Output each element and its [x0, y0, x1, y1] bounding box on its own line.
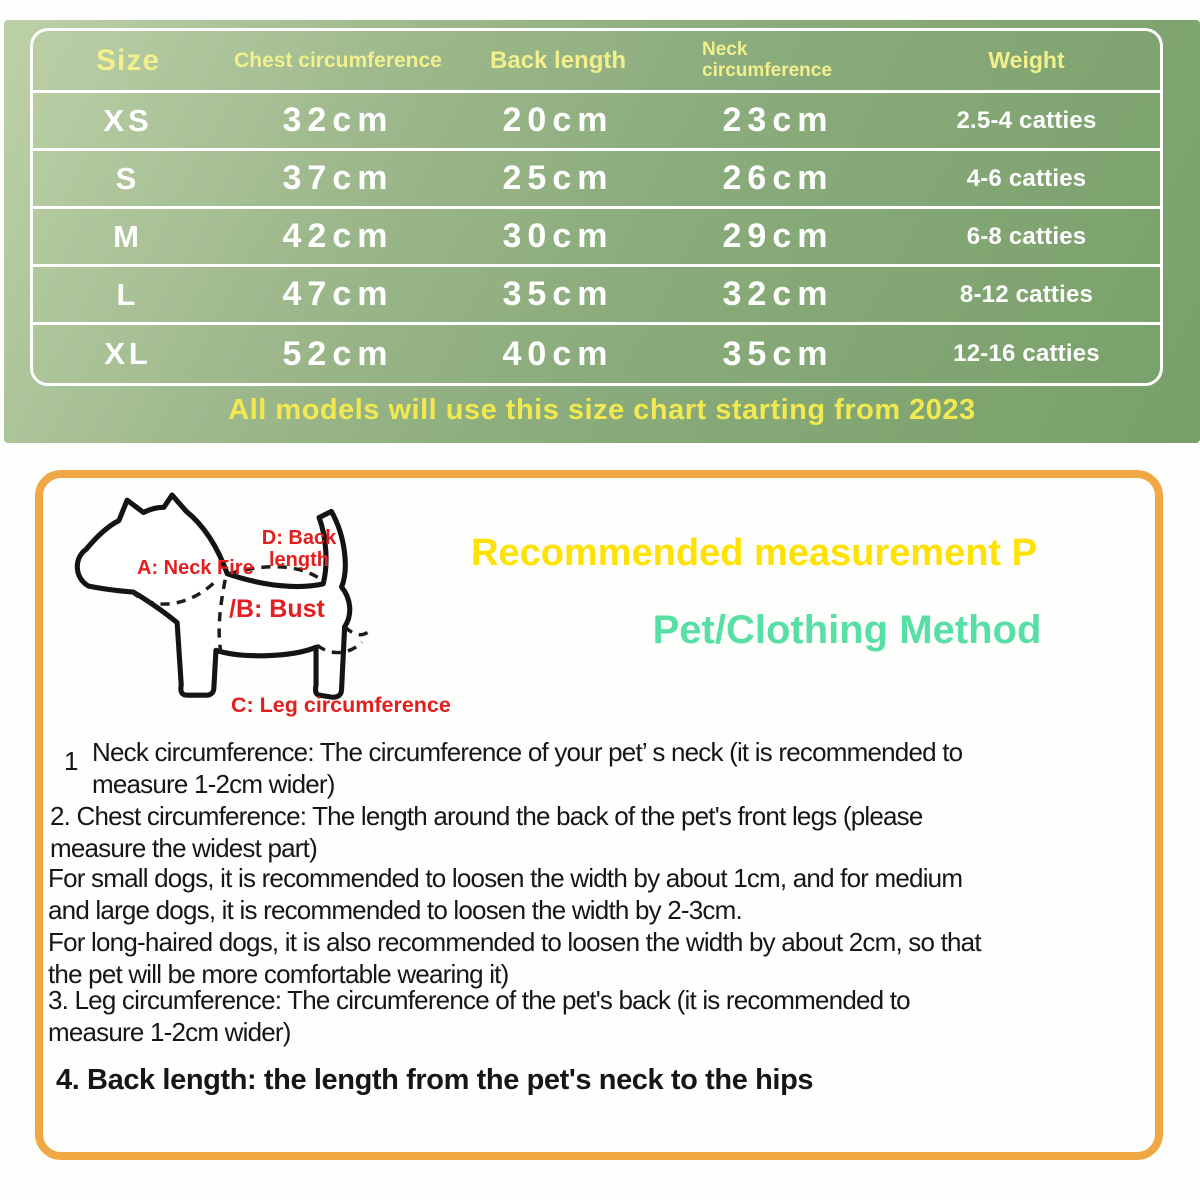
table-row: XS 32cm 20cm 23cm 2.5-4 catties	[33, 93, 1160, 151]
step-chest-circumference: 2. Chest circumference: The length aroun…	[50, 801, 923, 863]
cell-neck: 29cm	[722, 217, 834, 255]
header-size: Size	[95, 43, 161, 77]
cell-size: S	[115, 160, 141, 196]
cell-neck: 23cm	[722, 101, 834, 139]
cell-chest: 37cm	[282, 159, 394, 197]
cell-weight: 2.5-4 catties	[956, 106, 1097, 134]
cell-chest: 47cm	[282, 275, 394, 313]
step-loosen-advice: For small dogs, it is recommended to loo…	[48, 863, 982, 989]
header-weight: Weight	[988, 47, 1065, 73]
cell-weight: 12-16 catties	[953, 340, 1100, 367]
cell-back: 30cm	[502, 217, 614, 255]
cell-back: 35cm	[502, 275, 614, 313]
cell-size: L	[116, 276, 140, 312]
step-1-number: 1	[64, 746, 79, 776]
dog-illustration	[74, 492, 371, 700]
cell-back: 40cm	[502, 334, 614, 373]
cell-weight: 4-6 catties	[966, 164, 1087, 192]
cell-neck: 26cm	[722, 159, 834, 197]
size-table: Size Chest circumference Back length Nec…	[30, 28, 1163, 386]
header-back: Back length	[489, 46, 627, 74]
cell-chest: 32cm	[282, 101, 394, 139]
header-neck: Neck circumference	[702, 38, 832, 82]
cell-size: XL	[104, 336, 152, 371]
cell-neck: 35cm	[722, 334, 834, 373]
table-header-row: Size Chest circumference Back length Nec…	[33, 31, 1160, 93]
size-chart-section: Size Chest circumference Back length Nec…	[4, 20, 1200, 443]
guide-title-yellow: Recommended measurement P	[471, 532, 1037, 574]
header-chest: Chest circumference	[234, 48, 442, 72]
table-row: XL 52cm 40cm 35cm 12-16 catties	[33, 325, 1160, 383]
dog-measurement-diagram: D: Back length A: Neck Fire /B: Bust C: …	[71, 492, 461, 732]
cell-size: M	[113, 218, 143, 254]
cell-chest: 42cm	[282, 217, 394, 255]
cell-back: 20cm	[502, 101, 614, 139]
cell-back: 25cm	[502, 159, 614, 197]
cell-neck: 32cm	[722, 275, 834, 313]
table-row: S 37cm 25cm 26cm 4-6 catties	[33, 151, 1160, 209]
cell-chest: 52cm	[282, 334, 394, 373]
bust-label: /B: Bust	[229, 595, 325, 623]
step-leg-circumference: 3. Leg circumference: The circumference …	[48, 985, 911, 1047]
step-neck-circumference: Neck circumference: The circumference of…	[92, 737, 963, 799]
table-row: L 47cm 35cm 32cm 8-12 catties	[33, 267, 1160, 325]
leg-circumference-label: C: Leg circumference	[231, 693, 451, 717]
step-back-length: 4. Back length: the length from the pet'…	[56, 1064, 814, 1096]
table-row: M 42cm 30cm 29cm 6-8 catties	[33, 209, 1160, 267]
measurement-guide-card: D: Back length A: Neck Fire /B: Bust C: …	[35, 470, 1163, 1160]
size-chart-note: All models will use this size chart star…	[228, 394, 976, 426]
cell-size: XS	[103, 102, 153, 138]
back-length-label: D: Back length	[261, 527, 337, 571]
guide-title-teal: Pet/Clothing Method	[652, 608, 1042, 652]
cell-weight: 8-12 catties	[959, 280, 1094, 308]
cell-weight: 6-8 catties	[966, 222, 1087, 250]
neck-label: A: Neck Fire	[137, 557, 254, 579]
